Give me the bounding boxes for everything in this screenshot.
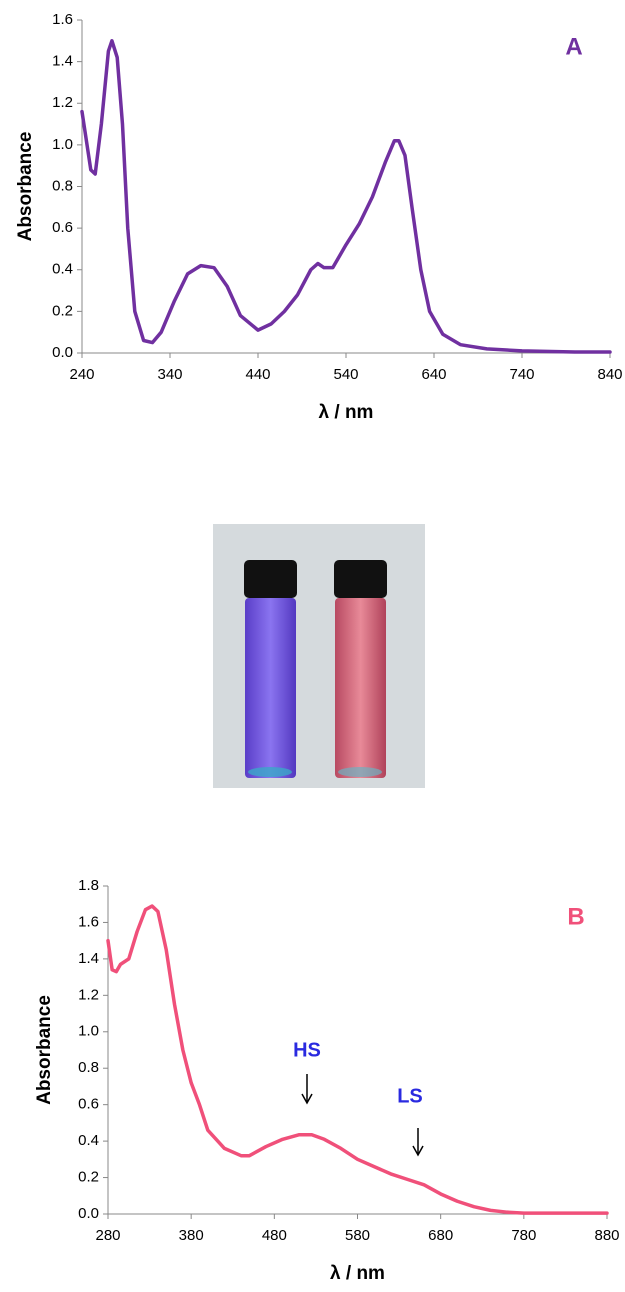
- x-tick-label: 840: [597, 366, 622, 383]
- x-axis-label: λ / nm: [319, 402, 374, 423]
- line: [80, 39, 612, 354]
- x-tick-label: 380: [179, 1227, 204, 1244]
- y-axis-label: Absorbance: [34, 995, 55, 1105]
- x-tick-label: 480: [262, 1227, 287, 1244]
- y-tick-label: 0.8: [52, 177, 73, 194]
- y-tick-label: 1.4: [52, 53, 73, 70]
- y-tick-label: 1.6: [52, 11, 73, 28]
- x-tick-label: 880: [594, 1227, 619, 1244]
- vial-base: [248, 767, 292, 777]
- x-tick-label: 540: [333, 366, 358, 383]
- vial-base: [338, 767, 382, 777]
- y-tick-label: 0.4: [52, 261, 73, 278]
- x-tick-label: 580: [345, 1227, 370, 1244]
- x-tick-label: 440: [245, 366, 270, 383]
- y-tick-label: 0.6: [78, 1096, 99, 1113]
- vial: [335, 598, 386, 778]
- photo: [213, 524, 425, 788]
- y-axis-label: Absorbance: [15, 132, 36, 242]
- annotation: LS: [397, 1085, 423, 1107]
- y-tick-label: 1.0: [52, 136, 73, 153]
- x-tick-label: 340: [157, 366, 182, 383]
- x-tick-label: 780: [511, 1227, 536, 1244]
- y-tick-label: 0.0: [78, 1205, 99, 1222]
- line: [106, 904, 609, 1215]
- y-tick-label: 1.6: [78, 913, 99, 930]
- arrow: [301, 1074, 424, 1157]
- y-tick-label: 1.8: [78, 877, 99, 894]
- y-tick-label: 1.4: [78, 950, 99, 967]
- vial: [245, 598, 296, 778]
- y-tick-label: 0.6: [52, 219, 73, 236]
- y-tick-label: 1.2: [78, 986, 99, 1003]
- y-tick-label: 0.4: [78, 1132, 99, 1149]
- x-tick-label: 240: [69, 366, 94, 383]
- vial-cap: [244, 560, 297, 598]
- panel-label: B: [567, 903, 584, 930]
- y-tick-label: 1.2: [52, 94, 73, 111]
- x-tick-label: 280: [95, 1227, 120, 1244]
- panel-label: A: [565, 33, 582, 60]
- x-tick-label: 740: [509, 366, 534, 383]
- x-axis-label: λ / nm: [330, 1263, 385, 1284]
- annotation: HS: [293, 1039, 321, 1061]
- y-tick-label: 0.8: [78, 1059, 99, 1076]
- x-tick-label: 640: [421, 366, 446, 383]
- y-tick-label: 1.0: [78, 1023, 99, 1040]
- y-tick-label: 0.2: [78, 1169, 99, 1186]
- y-tick-label: 0.0: [52, 344, 73, 361]
- y-tick-label: 0.2: [52, 302, 73, 319]
- x-tick-label: 680: [428, 1227, 453, 1244]
- vial-cap: [334, 560, 387, 598]
